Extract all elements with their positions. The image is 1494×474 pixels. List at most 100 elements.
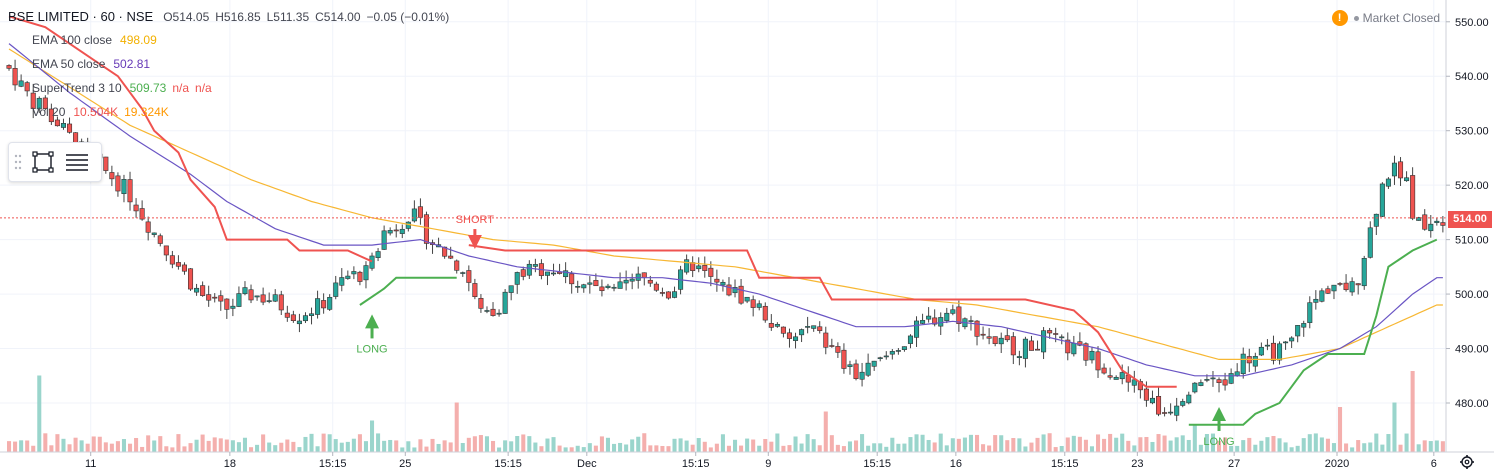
candle bbox=[236, 286, 242, 308]
volume-bar bbox=[1077, 436, 1082, 452]
svg-text:LONG: LONG bbox=[1203, 436, 1234, 448]
candle bbox=[351, 266, 357, 280]
volume-bar bbox=[61, 438, 66, 452]
candle bbox=[623, 270, 629, 291]
volume-bar bbox=[1229, 445, 1234, 452]
volume-bar bbox=[1035, 437, 1040, 452]
volume-bar bbox=[605, 437, 610, 452]
candle bbox=[913, 316, 920, 348]
volume-bar bbox=[418, 439, 423, 452]
candle bbox=[671, 286, 678, 299]
rectangle-tool-button[interactable] bbox=[29, 148, 57, 176]
long-signal: LONG bbox=[356, 314, 388, 355]
indicator-row-ema50[interactable]: EMA 50 close 502.81 bbox=[8, 52, 455, 76]
indicator-label: EMA 100 close bbox=[32, 33, 113, 47]
volume-bar bbox=[581, 447, 586, 452]
symbol-title[interactable]: BSE LIMITED · 60 · NSE bbox=[8, 9, 154, 24]
volume-bar bbox=[515, 435, 520, 452]
visibility-icon[interactable] bbox=[8, 107, 22, 117]
volume-bar bbox=[557, 445, 562, 452]
candle bbox=[1240, 347, 1246, 379]
candle bbox=[587, 276, 593, 294]
volume-bar bbox=[1434, 440, 1439, 452]
candle bbox=[1004, 328, 1010, 343]
time-tick-label: 15:15 bbox=[494, 458, 522, 470]
volume-bar bbox=[400, 447, 405, 452]
volume-bar bbox=[1289, 447, 1294, 452]
candle bbox=[333, 275, 339, 300]
candle bbox=[1440, 215, 1446, 233]
candle bbox=[1252, 352, 1258, 372]
candle bbox=[357, 270, 363, 286]
candle bbox=[369, 252, 375, 271]
candle bbox=[1258, 342, 1264, 357]
volume-bar bbox=[115, 441, 120, 452]
volume-bar bbox=[146, 435, 151, 452]
volume-bar bbox=[599, 436, 604, 452]
volume-bar bbox=[424, 446, 429, 452]
candle bbox=[1071, 335, 1077, 357]
visibility-icon[interactable] bbox=[8, 35, 22, 45]
volume-bar bbox=[769, 441, 774, 452]
volume-bar bbox=[43, 433, 48, 452]
volume-bar bbox=[896, 443, 901, 452]
candle bbox=[321, 293, 327, 314]
ohlc-close: C514.00 bbox=[315, 10, 361, 24]
volume-bar bbox=[1180, 435, 1185, 452]
gear-icon[interactable] bbox=[1460, 455, 1474, 469]
candle bbox=[454, 259, 460, 274]
chart-grid bbox=[0, 0, 1446, 452]
candle bbox=[30, 83, 36, 119]
status-dot bbox=[1353, 15, 1359, 21]
volume-bar bbox=[25, 440, 30, 452]
indicator-row-volume[interactable]: Vol 20 10.504K 19.324K bbox=[8, 100, 455, 124]
indicator-row-ema100[interactable]: EMA 100 close 498.09 bbox=[8, 28, 455, 52]
symbol-row: BSE LIMITED · 60 · NSE O514.05 H516.85 L… bbox=[8, 6, 455, 28]
candle bbox=[835, 342, 841, 358]
volume-bar bbox=[273, 445, 278, 452]
candle bbox=[1125, 366, 1131, 392]
volume-bar bbox=[315, 446, 320, 452]
volume-bar bbox=[799, 443, 804, 452]
price-axis-ticks: 480.00 490.00 500.00 510.00 520.00 530.00 540.… bbox=[1446, 17, 1489, 410]
volume-bar bbox=[999, 435, 1004, 452]
candle bbox=[54, 116, 60, 127]
volume-bar bbox=[739, 445, 744, 452]
volume-bar bbox=[1313, 433, 1318, 452]
volume-bar bbox=[1295, 445, 1300, 452]
volume-bar bbox=[1198, 444, 1203, 452]
candle bbox=[1101, 363, 1107, 375]
candle bbox=[744, 296, 750, 304]
candle bbox=[1198, 379, 1204, 387]
volume-bar bbox=[37, 375, 42, 452]
volume-bar bbox=[950, 438, 955, 452]
menu-button[interactable] bbox=[63, 148, 91, 176]
supertrend-up bbox=[359, 276, 457, 306]
candle bbox=[871, 360, 877, 371]
candle bbox=[581, 283, 587, 293]
candle bbox=[992, 336, 998, 347]
candle bbox=[895, 348, 901, 355]
candle bbox=[1373, 213, 1379, 235]
volume-bar bbox=[1114, 437, 1119, 452]
candle bbox=[520, 266, 526, 281]
volume-bar bbox=[370, 420, 375, 452]
candle bbox=[526, 260, 532, 279]
last-price-label: 514.00 bbox=[1448, 211, 1492, 228]
volume-bar bbox=[866, 445, 871, 452]
volume-bar bbox=[527, 436, 532, 452]
candle bbox=[194, 283, 200, 296]
volume-bar bbox=[1186, 439, 1191, 452]
visibility-icon[interactable] bbox=[8, 83, 22, 93]
visibility-icon[interactable] bbox=[8, 59, 22, 69]
indicator-row-supertrend[interactable]: SuperTrend 3 10 509.73 n/a n/a bbox=[8, 76, 455, 100]
time-axis-area[interactable] bbox=[0, 452, 1446, 474]
market-status[interactable]: ! Market Closed bbox=[1331, 10, 1440, 26]
volume-bar bbox=[297, 447, 302, 452]
drag-grip-icon[interactable] bbox=[13, 150, 23, 174]
volume-bar bbox=[267, 442, 272, 452]
candle bbox=[502, 289, 508, 314]
candle bbox=[405, 221, 411, 232]
volume-bar bbox=[587, 443, 592, 452]
indicator-label: SuperTrend 3 10 bbox=[32, 81, 122, 95]
